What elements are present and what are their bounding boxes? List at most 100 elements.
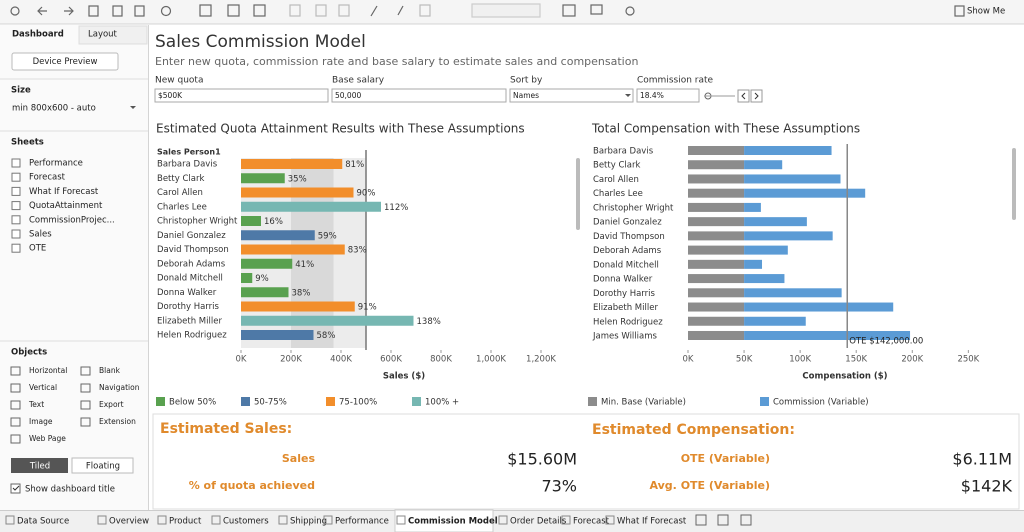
object-item[interactable]: Image <box>29 417 53 426</box>
parameter-input[interactable] <box>509 88 634 103</box>
legend-label: Min. Base (Variable) <box>601 398 686 408</box>
object-item[interactable]: Extension <box>99 417 136 426</box>
x-tick-label: 100K <box>789 355 811 365</box>
tab-icon <box>157 515 167 525</box>
sheet-tab[interactable]: What If Forecast <box>617 517 687 527</box>
bar <box>241 201 381 212</box>
sheet-tab[interactable]: Data Source <box>17 517 69 527</box>
device-preview-button[interactable] <box>11 52 119 71</box>
object-item[interactable]: Export <box>99 400 124 409</box>
x-tick-label: 600K <box>380 355 402 365</box>
object-item[interactable]: Text <box>28 400 44 409</box>
row-label: Donna Walker <box>157 288 217 298</box>
sales-heading: Estimated Sales: <box>160 421 292 437</box>
object-item[interactable]: Horizontal <box>29 366 67 375</box>
scrollbar[interactable] <box>576 158 580 230</box>
bar-segment <box>744 245 788 255</box>
chart-title: Estimated Quota Attainment Results with … <box>156 122 525 136</box>
sheet-tab[interactable]: Overview <box>109 517 149 527</box>
tiled-button[interactable] <box>11 458 68 473</box>
bar <box>241 287 289 298</box>
tiled-label[interactable]: Tiled <box>29 462 50 472</box>
tab-icon <box>561 515 571 525</box>
step-arrows <box>741 92 759 100</box>
step-forward[interactable] <box>750 89 763 103</box>
bar-segment <box>688 188 745 198</box>
objects-heading: Objects <box>11 348 47 358</box>
layout-tab-label[interactable]: Layout <box>88 30 118 40</box>
checkmark <box>12 485 20 491</box>
sheet-tab[interactable]: Order Details <box>510 517 567 527</box>
new-sheet-button[interactable] <box>717 514 729 526</box>
toolbar-icons[interactable] <box>10 3 965 18</box>
floating-button[interactable] <box>71 457 134 474</box>
object-item[interactable]: Blank <box>99 366 121 375</box>
sheet-item[interactable]: CommissionProjec... <box>29 215 115 225</box>
bar-segment <box>744 146 832 155</box>
x-tick-label: 200K <box>901 355 923 365</box>
parameter-input[interactable] <box>331 88 507 103</box>
object-icon <box>10 400 21 410</box>
parameter-value[interactable]: 18.4% <box>640 91 664 100</box>
bar-segment <box>688 316 745 326</box>
x-tick-label: 0K <box>236 355 247 365</box>
sheet-tab[interactable]: Commission Model <box>408 517 498 527</box>
sheet-tab[interactable]: Shipping <box>290 517 327 527</box>
parameter-value[interactable]: Names <box>513 91 539 100</box>
new-sheet-button[interactable] <box>740 514 752 526</box>
bar-segment <box>744 160 783 170</box>
device-preview-label[interactable]: Device Preview <box>33 57 98 67</box>
sheet-tab[interactable]: Customers <box>223 517 269 527</box>
kpi-label: Sales <box>282 452 316 465</box>
dashboard-tab[interactable]: Dashboard <box>12 30 64 40</box>
object-item[interactable]: Navigation <box>99 383 140 392</box>
bar-segment <box>688 302 745 312</box>
sheet-item[interactable]: Sales <box>29 230 52 240</box>
step-back[interactable] <box>737 89 750 103</box>
floating-label[interactable]: Floating <box>86 462 120 472</box>
show-me-button[interactable]: Show Me <box>967 7 1005 17</box>
row-label: Elizabeth Miller <box>157 316 222 326</box>
sheet-item[interactable]: What If Forecast <box>29 187 99 197</box>
x-tick-label: 1,200K <box>526 355 556 365</box>
sheet-tab[interactable]: Product <box>169 517 202 527</box>
kpi-label: OTE (Variable) <box>681 452 770 465</box>
parameter-label: Commission rate <box>637 76 714 86</box>
parameter-value[interactable]: $500K <box>158 91 183 100</box>
data-label: 81% <box>345 160 364 170</box>
bar <box>241 330 314 340</box>
bar-segment <box>688 274 745 284</box>
sheet-item[interactable]: OTE <box>29 244 46 254</box>
reference-label: OTE $142,000.00 <box>849 337 923 347</box>
sheet-icon <box>11 172 21 182</box>
parameter-value[interactable]: 50,000 <box>335 91 361 100</box>
scrollbar[interactable] <box>1012 148 1016 220</box>
object-item[interactable]: Web Page <box>29 434 66 443</box>
object-icon <box>10 434 21 444</box>
sheet-tab[interactable]: Forecast <box>573 517 610 527</box>
x-tick-label: 250K <box>957 355 979 365</box>
parameter-label: Sort by <box>510 76 543 86</box>
layout-tab[interactable] <box>78 25 148 45</box>
bar-segment <box>688 174 745 184</box>
sheet-item[interactable]: Performance <box>29 159 83 169</box>
row-label: James Williams <box>592 331 658 341</box>
object-item[interactable]: Vertical <box>29 383 57 392</box>
show-title-label[interactable]: Show dashboard title <box>25 485 115 495</box>
row-label: Charles Lee <box>157 202 207 212</box>
tab-icon <box>211 515 221 525</box>
parameter-input[interactable] <box>636 88 700 103</box>
sheet-icon <box>11 201 21 211</box>
new-sheet-button[interactable] <box>695 514 707 526</box>
parameter-input[interactable] <box>154 88 329 103</box>
sheet-item[interactable]: QuotaAttainment <box>29 201 103 211</box>
kpi-value: 73% <box>541 477 577 496</box>
show-title-checkbox[interactable] <box>10 483 21 494</box>
bar <box>241 301 355 312</box>
size-dropdown[interactable]: min 800x600 - auto <box>12 104 96 114</box>
active-tab[interactable] <box>394 509 494 532</box>
row-label: Christopher Wright <box>157 217 238 227</box>
sheet-item[interactable]: Forecast <box>29 173 66 183</box>
sheet-tab[interactable]: Performance <box>335 517 389 527</box>
